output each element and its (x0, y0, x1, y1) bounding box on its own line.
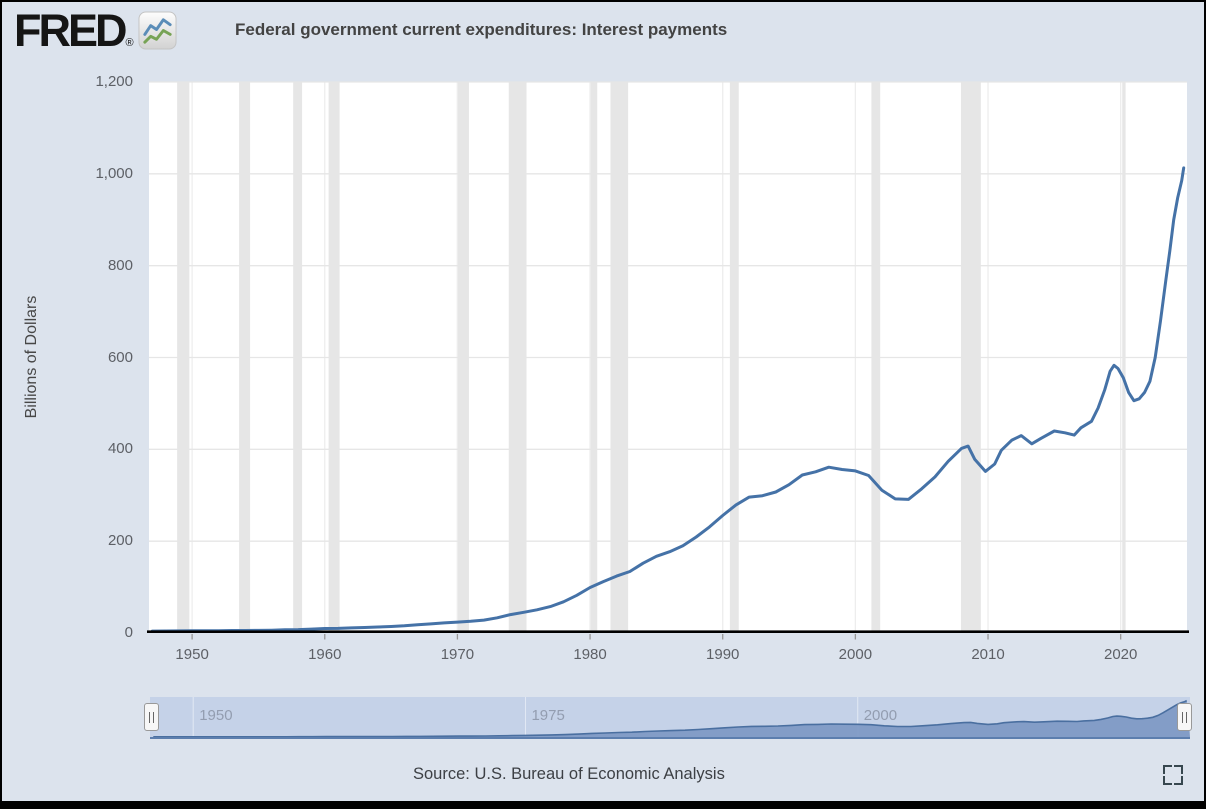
x-tick-label: 2010 (971, 646, 1005, 663)
x-tick-label: 2000 (838, 646, 873, 663)
series-line-marker (206, 28, 227, 32)
expand-icon (1163, 765, 1172, 774)
y-tick-label: 0 (124, 624, 133, 641)
range-navigator[interactable]: 1950 1975 2000 (150, 697, 1190, 739)
y-tick-label: 200 (107, 532, 133, 550)
plot-area[interactable] (147, 81, 1189, 640)
navigator-year-label: 2000 (863, 707, 898, 724)
fred-sparkline-icon (138, 11, 177, 50)
series-legend-label: Federal government current expenditures:… (235, 20, 728, 39)
x-tick-label: 2020 (1103, 646, 1138, 663)
x-tick-label: 1970 (440, 646, 475, 663)
y-tick-label: 400 (107, 440, 133, 458)
fred-logo-text: FRED (14, 5, 127, 56)
x-tick-label: 1990 (706, 646, 740, 663)
navigator-area-svg (153, 697, 1190, 737)
x-tick-label: 1960 (308, 646, 342, 663)
source-attribution: Source: U.S. Bureau of Economic Analysis (413, 765, 725, 783)
y-tick-label: 1,000 (95, 164, 133, 182)
navigator-right-handle[interactable] (1177, 703, 1192, 731)
navigator-area (153, 700, 1190, 737)
data-series-line (150, 166, 1186, 633)
y-tick-label: 800 (107, 256, 133, 274)
legend-item[interactable]: Federal government current expenditures:… (206, 20, 727, 40)
x-tick-label: 1950 (175, 646, 209, 663)
y-tick-label: 1,200 (95, 73, 133, 90)
navigator-year-label: 1950 (199, 707, 233, 724)
registered-mark: ® (125, 37, 134, 49)
fred-logo[interactable]: FRED ® (14, 8, 177, 53)
navigator-left-handle[interactable] (144, 703, 159, 731)
navigator-year-label: 1975 (531, 707, 565, 724)
main-chart-svg (147, 81, 1189, 640)
fullscreen-button[interactable] (1163, 765, 1183, 785)
y-tick-label: 600 (107, 348, 133, 366)
x-tick-label: 1980 (573, 646, 607, 663)
